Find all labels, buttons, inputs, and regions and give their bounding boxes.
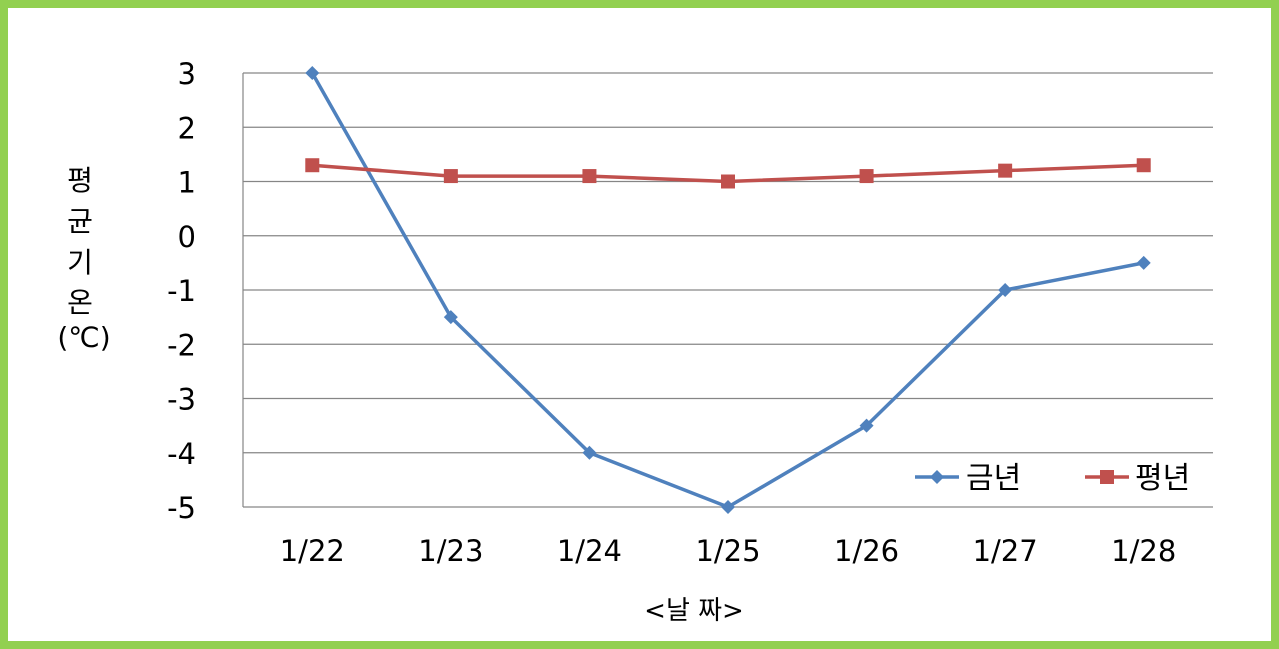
x-axis-title: <날 짜> (644, 596, 744, 626)
series-lines (305, 66, 1151, 514)
data-point (443, 169, 458, 184)
y-tick-label: -5 (167, 491, 196, 525)
legend-marker (930, 470, 944, 484)
series-1 (305, 66, 1151, 514)
y-tick-label: -4 (167, 437, 196, 471)
y-tick-label: 1 (178, 166, 196, 200)
y-axis-title-line-1: 평 (67, 164, 93, 197)
y-axis-title-line-2: 균 (67, 205, 93, 238)
legend-item: 금년 (915, 461, 1021, 496)
series-2 (305, 158, 1151, 189)
data-point (582, 445, 597, 460)
x-tick-label: 1/22 (280, 534, 345, 568)
y-tick-label: -1 (167, 274, 196, 308)
gridlines (242, 72, 1213, 508)
data-point (721, 174, 735, 189)
legend-label: 금년 (966, 461, 1021, 496)
data-point (582, 169, 597, 184)
y-axis-title-line-5: (℃) (57, 321, 110, 354)
data-point (443, 310, 458, 325)
x-axis-tick-labels: 1/22 1/23 1/24 1/25 1/26 1/27 1/28 (280, 534, 1177, 568)
y-tick-label: 3 (178, 57, 196, 91)
x-tick-label: 1/26 (834, 534, 899, 568)
x-tick-label: 1/24 (557, 534, 622, 568)
data-point (305, 66, 320, 80)
legend-marker (1100, 470, 1114, 484)
x-tick-label: 1/28 (1111, 534, 1176, 568)
y-tick-label: -2 (167, 328, 196, 362)
x-tick-label: 1/23 (418, 534, 483, 568)
x-tick-label: 1/25 (695, 534, 760, 568)
legend-item: 평년 (1085, 461, 1190, 496)
y-axis-tick-labels: 3 2 1 0 -1 -2 -3 -4 -5 (167, 57, 196, 525)
data-point (721, 500, 735, 514)
y-axis-title-line-4: 온 (67, 286, 93, 319)
data-point (1136, 158, 1151, 173)
data-point (998, 163, 1013, 178)
data-point (1136, 255, 1151, 270)
legend-label: 평년 (1135, 461, 1190, 496)
y-tick-label: 0 (178, 220, 196, 254)
data-point (998, 283, 1013, 297)
data-point (859, 418, 874, 433)
y-axis-title-line-3: 기 (67, 246, 93, 279)
data-point (305, 158, 320, 173)
y-axis-title: 평 균 기 온 (℃) (57, 164, 110, 354)
data-point (859, 169, 874, 184)
y-tick-label: 2 (178, 111, 196, 145)
y-tick-label: -3 (167, 383, 196, 417)
legend: 금년 평년 (915, 461, 1190, 496)
x-tick-label: 1/27 (973, 534, 1038, 568)
